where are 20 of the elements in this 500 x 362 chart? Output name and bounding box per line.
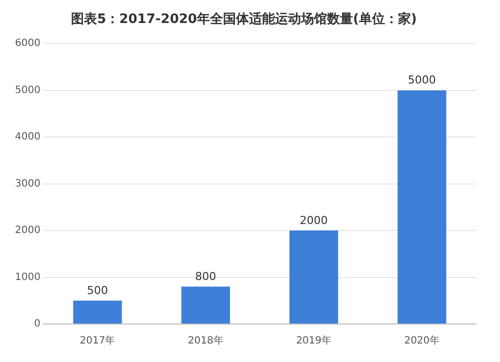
- y-tick-label: 1000: [14, 272, 40, 283]
- y-tick-label: 3000: [14, 178, 40, 190]
- y-tick-label: 2000: [14, 225, 40, 236]
- data-label: 500: [87, 284, 108, 297]
- x-tick-label: 2020年: [404, 334, 440, 347]
- y-tick-label: 4000: [14, 132, 40, 143]
- x-tick-label: 2017年: [80, 334, 116, 347]
- bar: [181, 286, 230, 324]
- data-label: 5000: [408, 74, 436, 87]
- chart-title: 图表5：2017-2020年全国体适能运动场馆数量(单位：家): [71, 11, 417, 28]
- y-tick-label: 5000: [14, 84, 40, 96]
- bar: [398, 90, 446, 324]
- bar: [289, 230, 338, 324]
- bar: [73, 300, 122, 324]
- y-tick-label: 0: [34, 318, 40, 330]
- data-label: 800: [195, 270, 216, 283]
- x-tick-label: 2019年: [296, 334, 332, 347]
- data-label: 2000: [300, 214, 328, 227]
- x-tick-label: 2018年: [188, 334, 224, 347]
- y-tick-label: 6000: [14, 38, 40, 50]
